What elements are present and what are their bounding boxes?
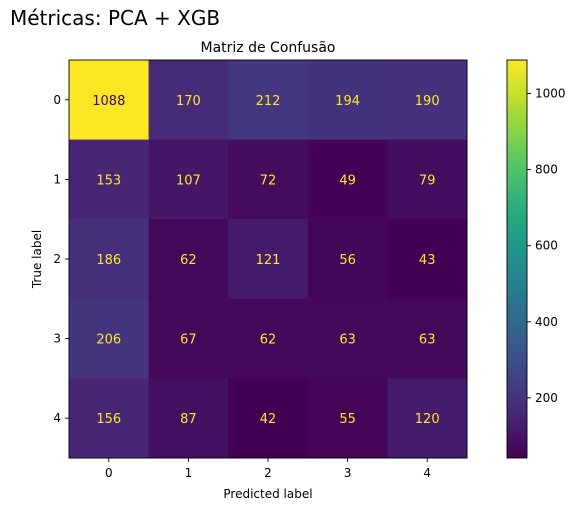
x-tick-label: 1: [185, 466, 193, 480]
cell-value-label: 1088: [92, 94, 125, 109]
x-axis-ticks: 0 1 2 3 4: [105, 458, 431, 480]
cell-value-label: 206: [96, 333, 121, 348]
x-tick-label: 2: [264, 466, 272, 480]
cell-value-label: 43: [419, 253, 436, 268]
heatmap-cell: [69, 139, 150, 220]
cell-value-label: 107: [176, 173, 201, 188]
cell-value-label: 56: [339, 253, 356, 268]
cell-value-label: 67: [180, 333, 197, 348]
x-tick-label: 3: [344, 466, 352, 480]
figure-title: Métricas: PCA + XGB: [10, 6, 221, 30]
cell-value-label: 49: [339, 173, 356, 188]
heatmap-cell: [228, 378, 309, 459]
colorbar-tick-label: 400: [535, 315, 558, 329]
cell-value-label: 170: [176, 94, 201, 109]
cell-value-label: 121: [256, 253, 281, 268]
heatmap-cell: [69, 219, 150, 300]
heatmap-cell: [69, 378, 150, 459]
y-tick-label: 2: [53, 252, 61, 266]
cell-value-label: 120: [415, 412, 440, 427]
cell-value-label: 72: [260, 173, 277, 188]
heatmap-cell: [228, 60, 309, 141]
colorbar-tick-label: 800: [535, 163, 558, 177]
cell-value-label: 62: [260, 333, 277, 348]
colorbar: [506, 59, 528, 459]
x-tick-label: 0: [105, 466, 113, 480]
colorbar-tick-label: 600: [535, 239, 558, 253]
heatmap-cell: [387, 298, 468, 379]
heatmap-cell: [387, 139, 468, 220]
x-axis-label: Predicted label: [223, 487, 312, 501]
heatmap-cell: [148, 378, 229, 459]
heatmap-cell: [228, 219, 309, 300]
y-tick-label: 3: [53, 332, 61, 346]
cell-value-label: 212: [256, 94, 281, 109]
heatmap-cell: [69, 298, 150, 379]
heatmap-cell: [387, 60, 468, 141]
heatmap-cell: [148, 219, 229, 300]
colorbar-tick-label: 200: [535, 391, 558, 405]
cell-value-label: 87: [180, 412, 197, 427]
heatmap-cell: [307, 219, 388, 300]
y-tick-label: 4: [53, 411, 61, 425]
cell-value-label: 63: [339, 333, 356, 348]
heatmap-cell: [307, 378, 388, 459]
cell-value-label: 186: [96, 253, 121, 268]
cell-value-label: 62: [180, 253, 197, 268]
y-axis-label: True label: [30, 230, 44, 289]
heatmap-cell: [307, 60, 388, 141]
colorbar-ticks: 200 400 600 800 1000: [527, 86, 566, 405]
cell-value-label: 42: [260, 412, 277, 427]
heatmap-cell: [387, 378, 468, 459]
x-tick-label: 4: [423, 466, 431, 480]
cell-value-label: 153: [96, 173, 121, 188]
cell-value-label: 194: [335, 94, 360, 109]
y-axis-ticks: 0 1 2 3 4: [53, 93, 69, 425]
heatmap-cell: [228, 298, 309, 379]
cell-value-label: 190: [415, 94, 440, 109]
heatmap-cell: [228, 139, 309, 220]
cell-value-label: 63: [419, 333, 436, 348]
heatmap-cell: [387, 219, 468, 300]
heatmap-cell: [69, 60, 150, 141]
heatmap-cell: [148, 60, 229, 141]
cell-value-label: 55: [339, 412, 356, 427]
colorbar-tick-label: 1000: [535, 86, 566, 100]
heatmap-cells: 1088 170 212 194 190 153 107 72 49 79 186 62 121 56 43…: [69, 60, 468, 459]
cell-value-label: 79: [419, 173, 436, 188]
heatmap-cell: [148, 139, 229, 220]
heatmap-cell: [148, 298, 229, 379]
y-tick-label: 0: [53, 93, 61, 107]
chart-title: Matriz de Confusão: [201, 40, 336, 56]
y-tick-label: 1: [53, 172, 61, 186]
heatmap-cell: [307, 139, 388, 220]
cell-value-label: 156: [96, 412, 121, 427]
heatmap-cell: [307, 298, 388, 379]
